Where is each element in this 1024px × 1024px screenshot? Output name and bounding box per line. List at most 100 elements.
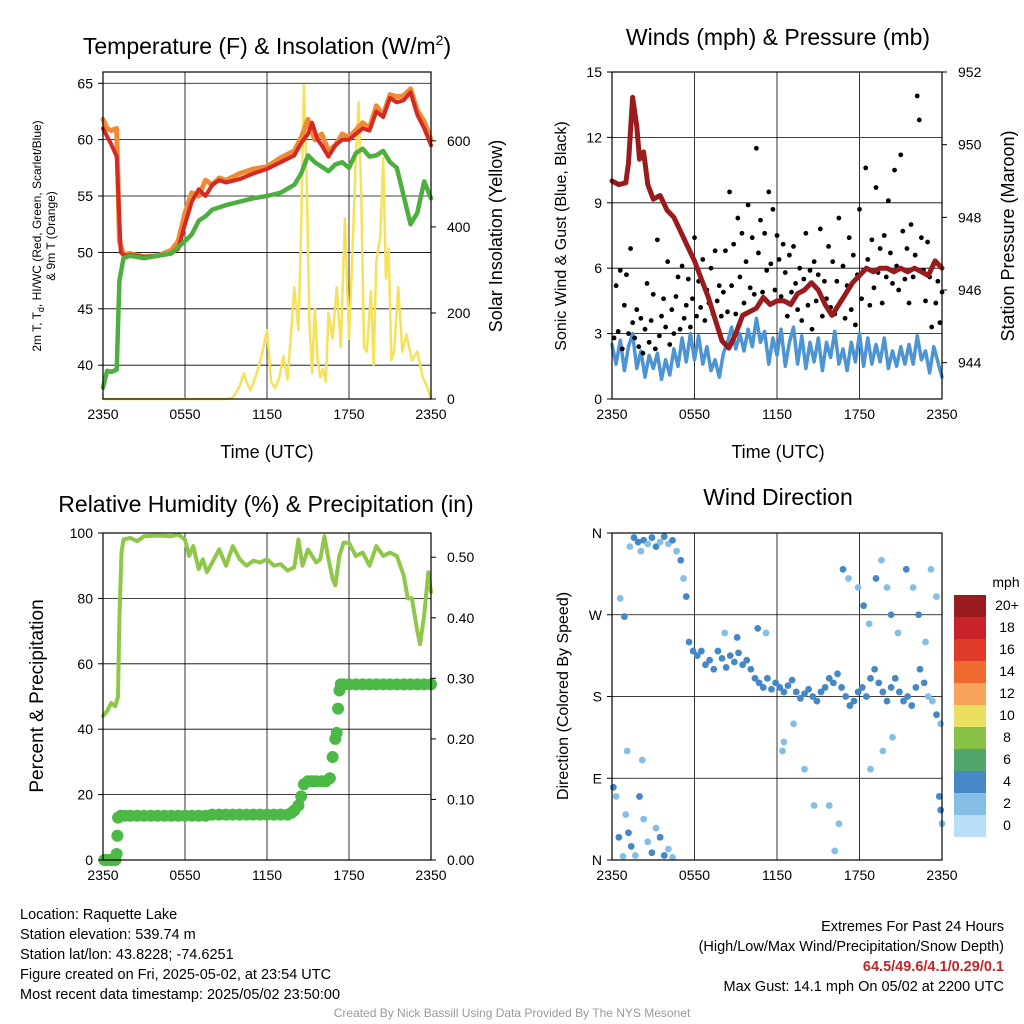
gust-point (852, 322, 858, 328)
gust-point (764, 267, 770, 273)
y-tick-label-left: 15 (586, 64, 602, 80)
precip-point (295, 790, 308, 803)
direction-point (673, 547, 681, 555)
y-tick-label-left: 60 (77, 132, 93, 148)
plot-frame (102, 71, 432, 400)
direction-point (747, 665, 755, 673)
direction-point (609, 783, 617, 791)
direction-point (721, 629, 729, 637)
precip-point (111, 829, 124, 842)
colorbar-swatch (954, 617, 986, 639)
direction-point (626, 543, 634, 551)
direction-point (858, 684, 866, 691)
direction-point (842, 693, 850, 700)
direction-panel: Wind Direction Direction (Colored By Spe… (555, 484, 958, 883)
gust-point (661, 296, 666, 302)
direction-point (878, 556, 885, 564)
y-tick-label-left: N (592, 525, 602, 541)
gust-point (617, 267, 623, 273)
credit-line: Created By Nick Bassill Using Data Provi… (333, 1006, 691, 1020)
direction-point (792, 688, 800, 696)
y-tick-label-right: 948 (958, 209, 982, 225)
gust-point (667, 342, 673, 347)
direction-point (928, 697, 936, 705)
gust-point (636, 344, 642, 350)
gust-point (937, 320, 943, 326)
x-tick-label: 0550 (679, 406, 710, 422)
direction-point (730, 658, 738, 666)
direction-point (904, 693, 912, 700)
precip-point (332, 702, 345, 715)
gust-point (776, 257, 782, 262)
gust-point (663, 324, 669, 330)
direction-point (871, 665, 879, 673)
direction-point (831, 847, 839, 855)
gust-point (669, 307, 675, 313)
series-line-solar (101, 83, 433, 401)
gust-point (630, 320, 636, 326)
x-tick-label: 2350 (415, 867, 446, 883)
direction-point (702, 661, 709, 669)
gust-point (692, 235, 697, 241)
direction-point (714, 647, 722, 655)
direction-point (648, 534, 656, 541)
gust-point (822, 278, 827, 284)
gust-point (766, 189, 772, 195)
gust-point (753, 145, 759, 151)
x-tick-label: 0550 (169, 867, 200, 883)
gust-point (791, 244, 796, 249)
direction-point (754, 624, 762, 632)
y-tick-label-right: 0.40 (447, 610, 474, 626)
gust-point (793, 281, 798, 286)
gust-point (805, 302, 811, 308)
gust-point (621, 302, 627, 308)
y-tick-label-right: 0.20 (447, 731, 474, 747)
direction-point (722, 664, 730, 671)
precip-point (292, 799, 305, 812)
direction-point (615, 833, 623, 841)
direction-point (763, 674, 771, 682)
gust-point (642, 326, 648, 332)
direction-point (838, 684, 846, 691)
gust-point (902, 276, 908, 282)
gust-point (890, 281, 895, 286)
direction-point (879, 688, 887, 696)
y-tick-label-left: N (592, 852, 602, 868)
gust-point (881, 233, 887, 238)
y-tick-label-right: 400 (447, 219, 471, 235)
direction-point (656, 833, 664, 841)
direction-point (733, 634, 741, 641)
gust-point (735, 215, 741, 221)
colorbar-swatch (954, 727, 986, 749)
extremes-subtitle: (High/Low/Max Wind/Precipitation/Snow De… (698, 939, 1004, 955)
temperature-ylabel-line1-end: , HI/WC (Red, Green, Scarlet/Blue) (30, 120, 44, 307)
y-tick-label-left: 80 (77, 590, 93, 606)
precip-point (323, 772, 336, 785)
figure-created: Figure created on Fri, 2025-05-02, at 23… (20, 967, 332, 983)
direction-point (743, 656, 751, 664)
gust-point (772, 287, 778, 293)
direction-point (780, 738, 788, 746)
direction-point (829, 679, 837, 687)
direction-point (625, 829, 632, 837)
temperature-ylabel-line2: & 9m T (Orange) (44, 191, 58, 281)
gust-point (900, 228, 906, 234)
direction-point (912, 684, 920, 691)
gust-point (850, 252, 856, 258)
direction-point (648, 849, 656, 857)
plot-frame (102, 532, 432, 861)
gust-point (760, 289, 765, 295)
gust-point (836, 215, 842, 221)
direction-point (622, 811, 630, 818)
y-tick-label-right: 0.10 (447, 791, 474, 807)
direction-point (862, 693, 870, 700)
temperature-title-end: ) (443, 33, 451, 59)
colorbar-label: 4 (1003, 773, 1011, 789)
gust-point (650, 291, 656, 297)
x-tick-label: 1750 (844, 867, 875, 883)
temperature-ylabel-line1: 2m T, T (30, 311, 44, 351)
direction-point (796, 694, 804, 702)
x-tick-label: 2350 (926, 406, 957, 422)
y-tick-label-left: 6 (594, 260, 602, 276)
colorbar-swatch (954, 595, 986, 617)
